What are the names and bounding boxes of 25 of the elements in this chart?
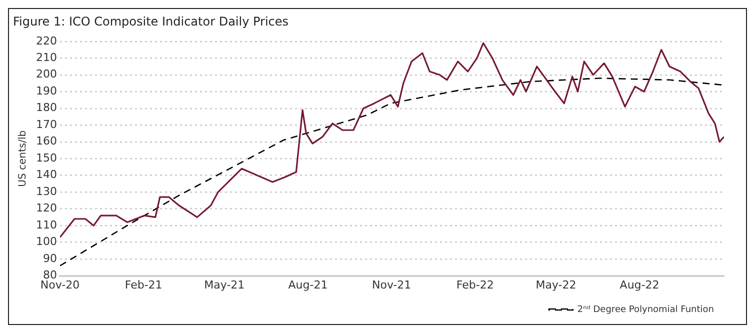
y-tick-label: 120	[36, 202, 57, 215]
line-series	[60, 78, 723, 266]
x-tick-label: Aug-21	[288, 278, 328, 292]
x-tick-label: May-21	[204, 278, 245, 292]
chart-title: Figure 1: ICO Composite Indicator Daily Prices	[13, 14, 289, 28]
y-tick-label: 170	[36, 118, 57, 131]
y-tick-label: 220	[36, 34, 57, 48]
y-tick-label: 110	[36, 218, 57, 232]
y-axis-title: US cents/lb	[18, 130, 29, 187]
x-tick-label: Aug-22	[620, 278, 660, 292]
y-tick-label: 100	[36, 235, 57, 248]
y-tick-label: 130	[36, 184, 57, 198]
legend-label: 2ⁿᵈ Degree Polynomial Funtion	[577, 304, 714, 315]
y-tick-label: 190	[36, 84, 57, 98]
y-tick-label: 150	[36, 151, 57, 164]
y-tick-label: 180	[36, 101, 57, 114]
x-tick-label: Nov-21	[372, 278, 412, 292]
y-tick-label: 140	[36, 168, 57, 182]
x-tick-label: Feb-22	[456, 278, 494, 292]
x-tick-label: Feb-21	[124, 278, 162, 292]
y-tick-label: 160	[36, 134, 57, 148]
y-tick-label: 90	[42, 252, 57, 265]
y-tick-label: 200	[36, 68, 57, 81]
y-tick-label: 210	[36, 51, 57, 64]
x-tick-label: May-22	[536, 278, 576, 292]
